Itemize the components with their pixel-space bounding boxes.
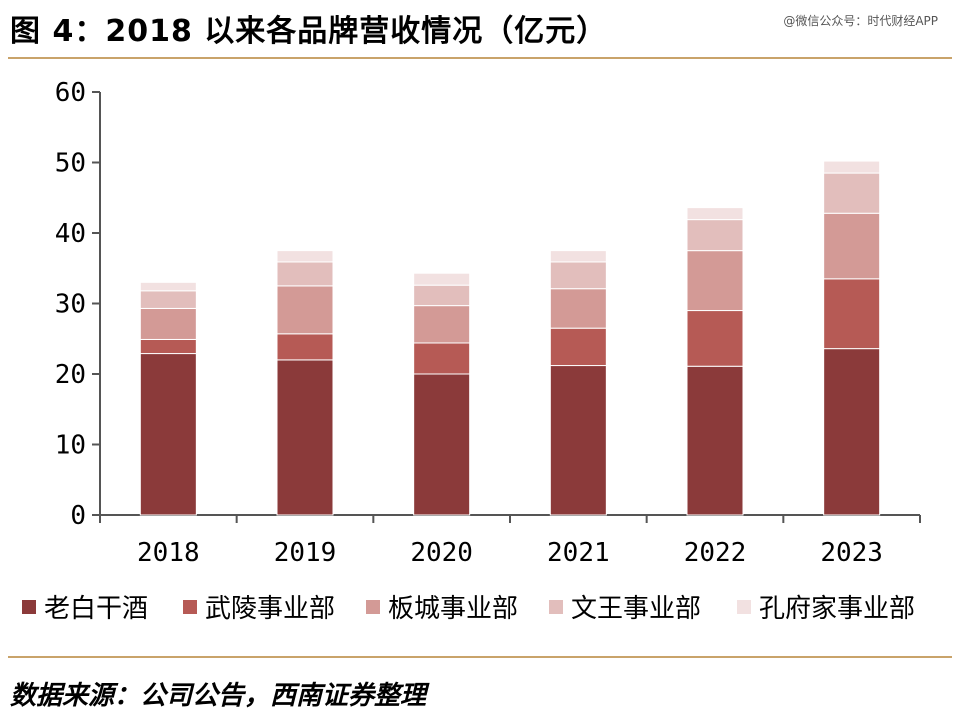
stacked-bar-chart: 0 10 20 30 40 50 60 2018 2019 2020 2021 2022 2023 老白… (22, 78, 921, 624)
bar-segment (549, 261, 607, 290)
bar-segment (413, 305, 471, 344)
bar-segment (549, 365, 607, 516)
y-tick-label: 10 (55, 431, 86, 461)
bar-segment (139, 338, 197, 355)
bar-segment (823, 212, 881, 280)
legend-swatch (183, 600, 197, 614)
legend-swatch (22, 600, 36, 614)
legend-label: 文王事业部 (571, 594, 701, 624)
x-tick-label: 2018 (137, 538, 200, 568)
bar-segment (823, 172, 881, 214)
bar-segment (139, 290, 197, 309)
bar-segment (686, 250, 744, 312)
bar-segment (823, 160, 881, 174)
bars (139, 160, 881, 516)
bar-segment (549, 250, 607, 263)
bar-segment (276, 261, 334, 287)
bottom-divider (8, 656, 952, 658)
source-note: 数据来源：公司公告，西南证券整理 (10, 681, 427, 711)
legend-swatch (737, 600, 751, 614)
legend-label: 孔府家事业部 (759, 594, 915, 624)
bar-segment (549, 327, 607, 367)
bar-segment (686, 219, 744, 252)
bar-segment (823, 278, 881, 350)
legend-swatch (549, 600, 563, 614)
y-tick-label: 30 (55, 290, 86, 320)
y-tick-label: 50 (55, 149, 86, 179)
bar-segment (823, 348, 881, 516)
y-tick-label: 20 (55, 360, 86, 390)
axes: 0 10 20 30 40 50 60 2018 2019 2020 2021 2022 2023 (55, 78, 921, 568)
bar-segment (413, 342, 471, 375)
y-tick-label: 40 (55, 219, 86, 249)
bar-segment (276, 285, 334, 335)
legend: 老白干酒 武陵事业部 板城事业部 文王事业部 孔府家事业部 (22, 594, 915, 624)
bar-segment (276, 250, 334, 263)
bar-segment (276, 359, 334, 516)
chart-title: 图 4：2018 以来各品牌营收情况（亿元） (10, 14, 608, 49)
legend-label: 武陵事业部 (205, 594, 335, 624)
bar-segment (686, 207, 744, 221)
x-tick-label: 2022 (684, 538, 747, 568)
x-tick-label: 2023 (820, 538, 883, 568)
x-tick-label: 2019 (274, 538, 337, 568)
legend-swatch (366, 600, 380, 614)
bar-segment (139, 353, 197, 516)
legend-label: 老白干酒 (44, 594, 148, 624)
bar-segment (549, 288, 607, 329)
x-tick-label: 2021 (547, 538, 610, 568)
watermark: @微信公众号：时代财经APP (783, 14, 938, 28)
top-divider (8, 57, 952, 59)
y-tick-label: 60 (55, 78, 86, 108)
bar-segment (413, 272, 471, 286)
bar-segment (686, 365, 744, 516)
bar-segment (139, 307, 197, 340)
bar-segment (686, 310, 744, 367)
y-tick-label: 0 (70, 501, 86, 531)
bar-segment (413, 284, 471, 307)
bar-segment (139, 281, 197, 292)
bar-segment (413, 373, 471, 516)
x-tick-label: 2020 (410, 538, 473, 568)
legend-label: 板城事业部 (388, 594, 518, 624)
bar-segment (276, 333, 334, 361)
